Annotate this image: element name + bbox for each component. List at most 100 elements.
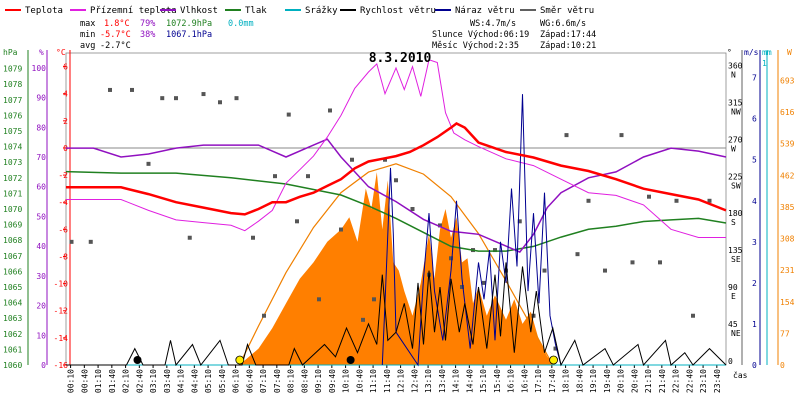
wind-direction-point	[146, 161, 151, 166]
hpa-tick-label: 1066	[3, 267, 22, 276]
wind-direction-point	[306, 174, 310, 179]
pct-tick-label: 20	[36, 302, 46, 311]
x-tick-label: 17:40	[548, 369, 557, 393]
pct-tick-label: 40	[36, 242, 46, 251]
dir-deg-tick-label: 315	[728, 98, 743, 107]
wind-direction-point	[493, 248, 497, 253]
legend-label: Teplota	[25, 6, 63, 16]
x-tick-label: 09:10	[314, 369, 323, 393]
x-tick-label: 14:10	[452, 369, 461, 393]
dir-deg-tick-label: 225	[728, 172, 743, 181]
wind-direction-point	[286, 112, 291, 117]
x-tick-label: 19:10	[589, 369, 598, 393]
ms-tick-label: 3	[752, 238, 757, 247]
ms-tick-label: 5	[752, 156, 757, 165]
x-tick-label: 21:10	[644, 369, 653, 393]
hpa-tick-label: 1077	[3, 96, 22, 105]
ms-tick-label: 4	[752, 197, 757, 206]
wind-direction-point	[647, 194, 651, 199]
hpa-tick-label: 1068	[3, 236, 22, 245]
x-tick-label: 20:40	[630, 369, 639, 393]
wind-direction-point	[130, 87, 134, 92]
pct-tick-label: 10	[36, 331, 46, 340]
pct-tick-label: 100	[32, 64, 47, 73]
dir-name-tick-label: NW	[731, 107, 741, 116]
wind-direction-point	[564, 133, 569, 138]
max-humidity: 79%	[140, 19, 155, 29]
ms-tick-label: 7	[752, 74, 757, 83]
hpa-tick-label: 1064	[3, 299, 22, 308]
x-tick-label: 21:40	[658, 369, 667, 393]
wind-speed: WS:4.7m/s	[470, 19, 516, 29]
wind-gust-series-line	[381, 94, 562, 367]
hpa-tick-label: 1071	[3, 189, 22, 198]
dir-deg-tick-label: 270	[728, 135, 743, 144]
wind-direction-point	[603, 268, 607, 273]
ms-tick-label: 2	[752, 279, 757, 288]
x-tick-label: 13:40	[438, 369, 447, 393]
wind-direction-point	[350, 157, 354, 162]
wind-direction-point	[691, 313, 695, 318]
pct-tick-label: 30	[36, 272, 46, 281]
solar-radiation-area	[239, 172, 556, 365]
hpa-unit-label: hPa	[3, 48, 18, 57]
pct-tick-label: 50	[36, 212, 46, 221]
mm-tick-label: 1	[762, 59, 767, 68]
wind-direction-point	[108, 87, 112, 92]
sunrise-marker	[235, 355, 245, 365]
w-tick-label: 616	[780, 108, 795, 117]
ms-tick-label: 6	[752, 115, 757, 124]
x-tick-label: 00:40	[80, 369, 89, 393]
x-tick-label: 11:40	[383, 369, 392, 393]
x-tick-label: 18:10	[562, 369, 571, 393]
wind-direction-point	[394, 178, 398, 183]
legend: Teplota Přízemní teplota Vlhkost Tlak Srážky…	[5, 6, 594, 16]
max-rain: 0.0mm	[228, 19, 254, 29]
x-tick-label: 06:40	[245, 369, 254, 393]
wind-direction-point	[707, 198, 712, 203]
hpa-tick-label: 1065	[3, 283, 22, 292]
wind-direction-point	[586, 198, 591, 203]
hpa-tick-label: 1062	[3, 330, 22, 339]
ms-unit-label: m/s	[744, 48, 759, 57]
dir-deg-tick-label: 45	[728, 320, 738, 329]
x-tick-label: 07:40	[273, 369, 282, 393]
wind-direction-point	[383, 157, 387, 162]
x-tick-label: 02:40	[135, 369, 144, 393]
time-unit-label: čas	[733, 370, 748, 380]
x-tick-label: 07:10	[259, 369, 268, 393]
dir-deg-tick-label: 360	[728, 61, 743, 70]
wind-speed-series-line	[66, 262, 727, 367]
pct-tick-label: 0	[41, 361, 46, 370]
dir-deg-tick-label: 90	[728, 283, 738, 292]
legend-label: Směr větru	[540, 6, 594, 16]
pct-tick-label: 60	[36, 183, 46, 192]
w-tick-label: 308	[780, 235, 795, 244]
wind-direction-point	[517, 219, 522, 224]
x-tick-label: 13:10	[424, 369, 433, 393]
hpa-tick-label: 1061	[3, 345, 22, 354]
sun-rise: Slunce Východ:06:19	[432, 30, 529, 40]
dir-deg-tick-label: 135	[728, 246, 743, 255]
moon-rise: Měsíc Východ:2:35	[432, 41, 519, 51]
w-tick-label: 693	[780, 77, 795, 86]
dir-name-tick-label: NE	[731, 329, 741, 338]
wind-direction-point	[361, 317, 365, 322]
min-humidity: 38%	[140, 30, 155, 40]
x-tick-label: 09:40	[328, 369, 337, 393]
x-tick-label: 04:40	[190, 369, 199, 393]
x-tick-label: 08:40	[300, 369, 309, 393]
wind-gust: WG:6.6m/s	[540, 19, 586, 29]
wind-direction-point	[674, 198, 679, 203]
x-tick-label: 16:10	[507, 369, 516, 393]
wind-direction-point	[201, 92, 206, 97]
wind-direction-point	[630, 260, 635, 265]
wind-direction-point	[262, 313, 266, 318]
mm-unit-label: mm	[762, 48, 772, 57]
wind-direction-point	[504, 268, 508, 273]
wind-direction-point	[460, 285, 464, 289]
legend-label: Náraz větru	[455, 6, 515, 16]
dir-deg-tick-label: 0	[728, 357, 733, 366]
x-tick-label: 05:40	[218, 369, 227, 393]
